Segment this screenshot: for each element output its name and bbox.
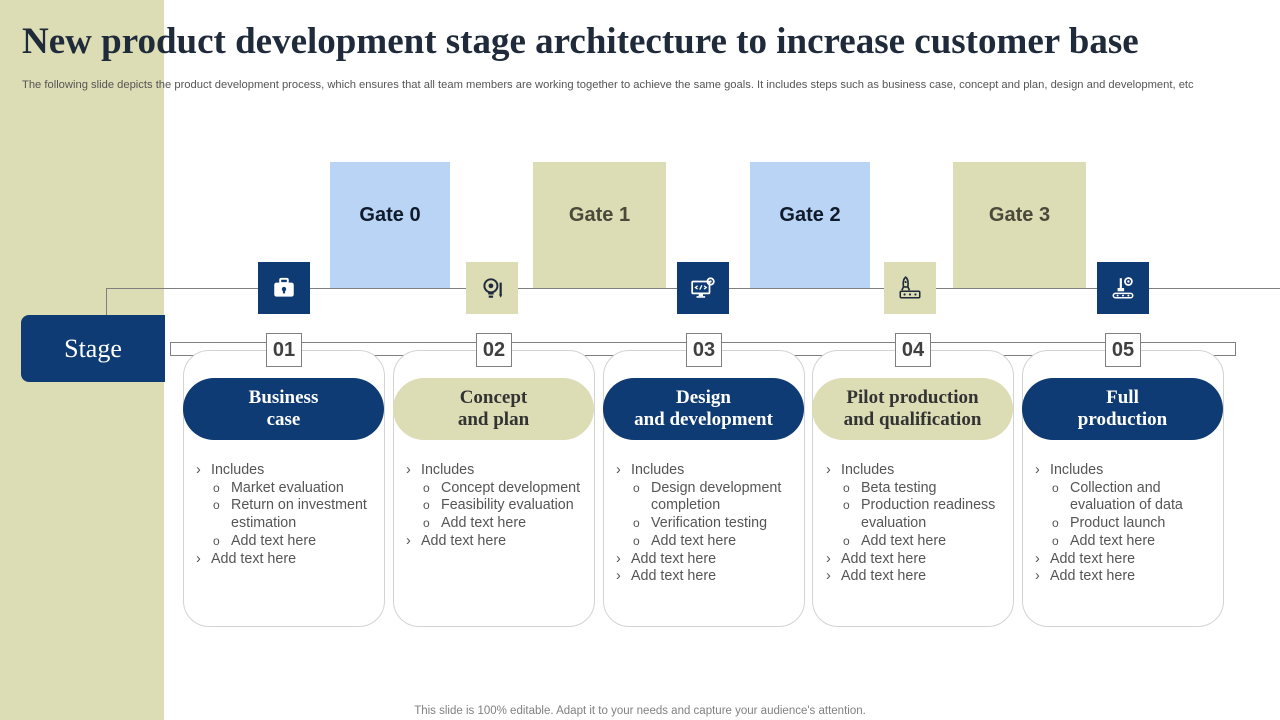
stage-2-number: 02 <box>476 333 512 367</box>
lightbulb-gear-icon <box>483 278 503 298</box>
footer-note: This slide is 100% editable. Adapt it to… <box>414 705 866 717</box>
stage-3-title: Design and development <box>603 378 804 440</box>
briefcase-icon <box>274 277 294 297</box>
bullet-item: Add text here <box>1032 568 1228 586</box>
slide-title: New product development stage architectu… <box>22 21 1139 62</box>
bullet-item: Includes <box>403 462 599 480</box>
bullet-item: Add text here <box>823 568 1019 586</box>
sub-bullet-item: Market evaluation <box>193 480 389 498</box>
stage-4-title: Pilot production and qualification <box>812 378 1013 440</box>
stage-4-bullets: IncludesBeta testingProduction readiness… <box>823 462 1019 586</box>
sub-bullet-item: Design development completion <box>613 480 809 515</box>
bullet-item: Add text here <box>613 568 809 586</box>
stage-4-number: 04 <box>895 333 931 367</box>
bullet-item: Add text here <box>1032 551 1228 569</box>
bullet-item: Add text here <box>193 551 389 569</box>
sub-bullet-item: Add text here <box>403 515 599 533</box>
sub-bullet-item: Verification testing <box>613 515 809 533</box>
conveyor-gear-icon <box>1112 277 1134 299</box>
stage-5-number: 05 <box>1105 333 1141 367</box>
sub-bullet-item: Add text here <box>193 533 389 551</box>
stage-1-title: Business case <box>183 378 384 440</box>
stage-3-number: 03 <box>686 333 722 367</box>
stage-label-box: Stage <box>21 315 165 382</box>
stage-2-title: Concept and plan <box>393 378 594 440</box>
gate-1: Gate 1 <box>533 162 666 288</box>
stage-1-number: 01 <box>266 333 302 367</box>
gate-0-label: Gate 0 <box>359 203 421 226</box>
sub-bullet-item: Add text here <box>823 533 1019 551</box>
sub-bullet-item: Beta testing <box>823 480 1019 498</box>
stage-connector-vertical <box>106 288 107 316</box>
bullet-item: Includes <box>1032 462 1228 480</box>
sub-bullet-item: Product launch <box>1032 515 1228 533</box>
bullet-item: Add text here <box>613 551 809 569</box>
stage-2-bullets: IncludesConcept developmentFeasibility e… <box>403 462 599 551</box>
sub-bullet-item: Add text here <box>1032 533 1228 551</box>
gate-2: Gate 2 <box>750 162 870 288</box>
stage-4-icon-box <box>884 262 936 314</box>
sub-bullet-item: Return on investment estimation <box>193 497 389 532</box>
sub-bullet-item: Add text here <box>613 533 809 551</box>
stage-3-bullets: IncludesDesign development completionVer… <box>613 462 809 586</box>
stage-5-icon-box <box>1097 262 1149 314</box>
bullet-item: Includes <box>613 462 809 480</box>
sub-bullet-item: Production readiness evaluation <box>823 497 1019 532</box>
bullet-item: Add text here <box>403 533 599 551</box>
gate-2-label: Gate 2 <box>779 203 841 226</box>
gate-0: Gate 0 <box>330 162 450 288</box>
slide-subtitle: The following slide depicts the product … <box>22 79 1194 91</box>
stage-1-icon-box <box>258 262 310 314</box>
stage-1-bullets: IncludesMarket evaluationReturn on inves… <box>193 462 389 568</box>
gate-1-label: Gate 1 <box>568 203 631 226</box>
sub-bullet-item: Feasibility evaluation <box>403 497 599 515</box>
bullet-item: Add text here <box>823 551 1019 569</box>
sub-bullet-item: Concept development <box>403 480 599 498</box>
stage-5-bullets: IncludesCollection and evaluation of dat… <box>1032 462 1228 586</box>
stage-3-icon-box <box>677 262 729 314</box>
bullet-item: Includes <box>193 462 389 480</box>
gate-3-label: Gate 3 <box>988 203 1051 226</box>
monitor-code-icon <box>691 277 715 298</box>
sub-bullet-item: Collection and evaluation of data <box>1032 480 1228 515</box>
stage-5-title: Full production <box>1022 378 1223 440</box>
stage-label: Stage <box>64 333 122 363</box>
gate-3: Gate 3 <box>953 162 1086 288</box>
stage-2-icon-box <box>466 262 518 314</box>
rocket-circuit-icon <box>899 276 921 299</box>
bullet-item: Includes <box>823 462 1019 480</box>
